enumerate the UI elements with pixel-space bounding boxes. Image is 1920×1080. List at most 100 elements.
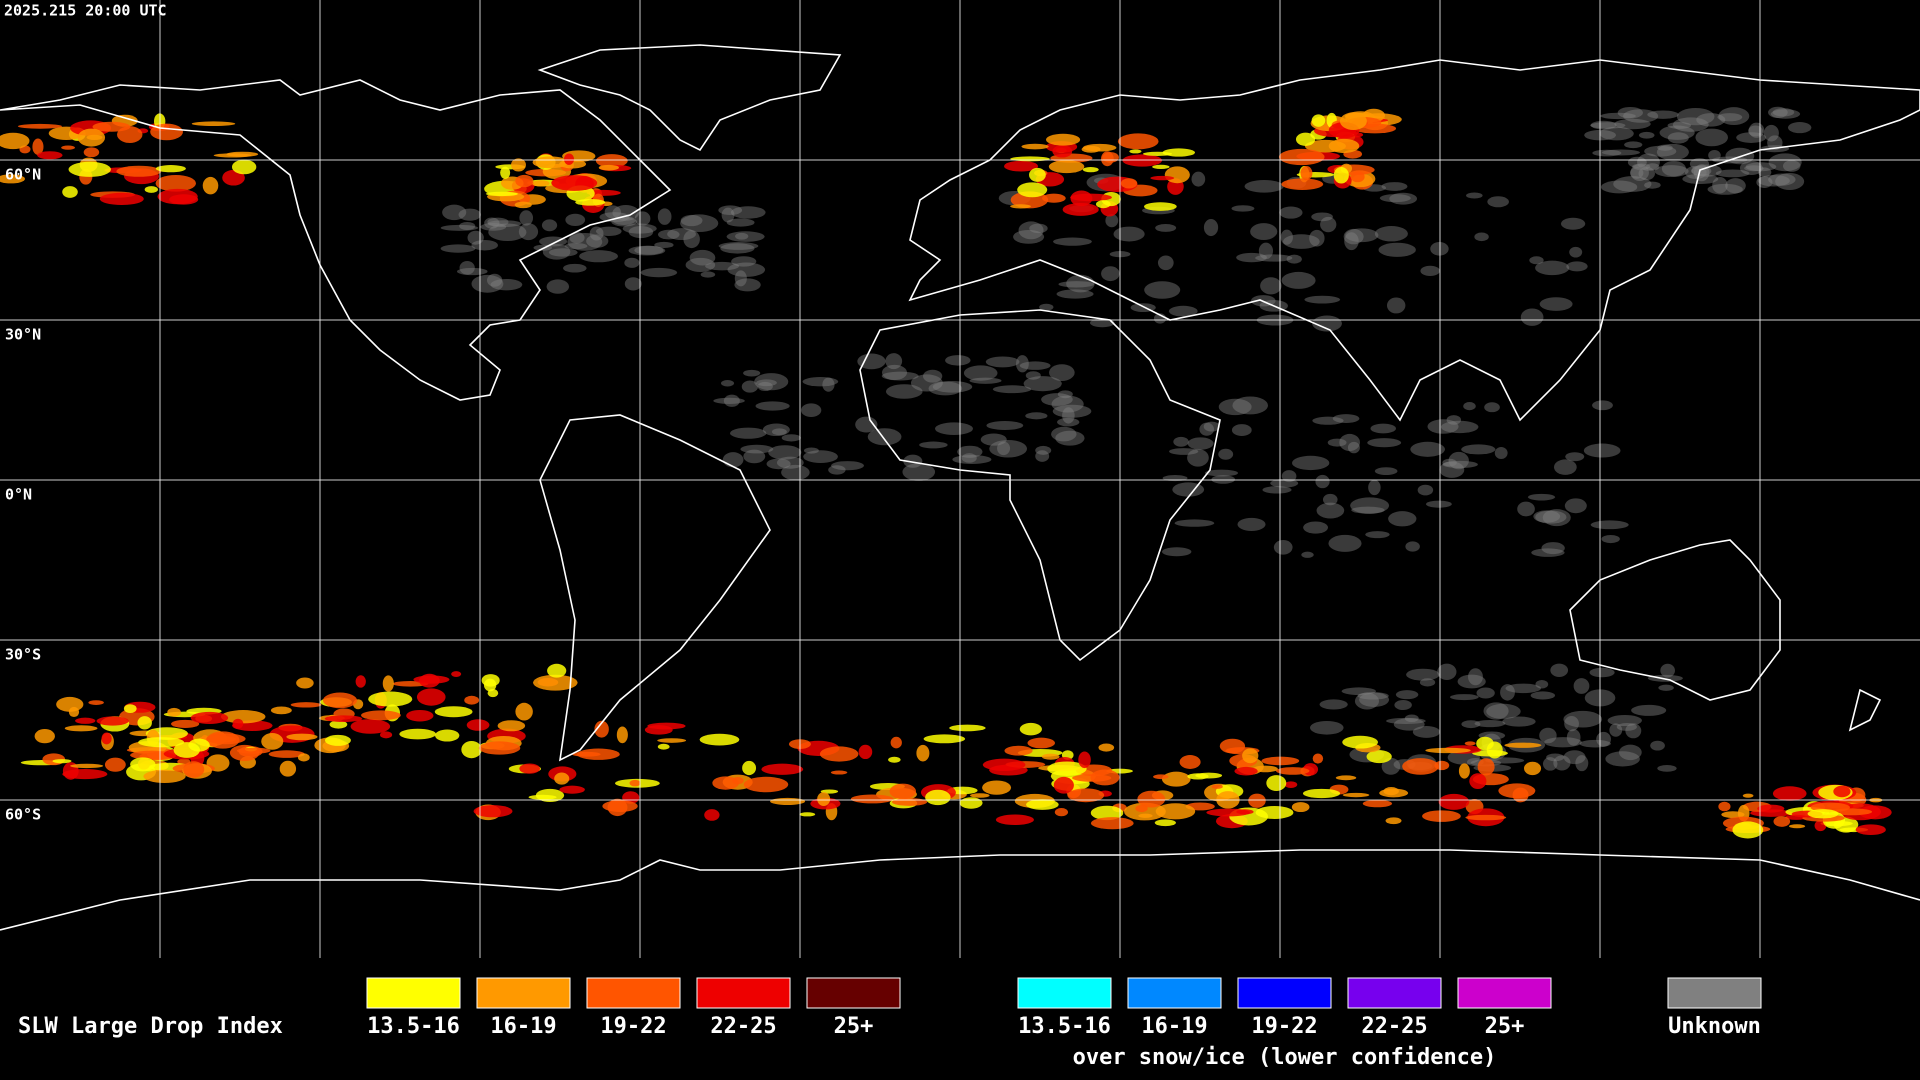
cloud-cell <box>1054 808 1069 817</box>
cloud-cell <box>1278 148 1325 166</box>
unknown-cloud <box>1203 421 1220 432</box>
unknown-cloud <box>440 244 476 253</box>
unknown-cloud <box>1244 179 1284 193</box>
unknown-cloud <box>857 353 886 370</box>
unknown-cloud <box>1381 182 1408 191</box>
unknown-cloud <box>1405 541 1420 552</box>
cloud-cell <box>743 776 789 793</box>
unknown-cloud <box>731 256 757 267</box>
unknown-cloud <box>1231 205 1255 212</box>
cloud-cell <box>1465 814 1507 821</box>
unknown-cloud <box>727 262 766 277</box>
unknown-cloud <box>657 229 680 240</box>
unknown-cloud <box>1463 402 1476 411</box>
unknown-cloud <box>992 385 1032 394</box>
cloud-cell <box>563 153 575 165</box>
unknown-cloud <box>1291 455 1330 471</box>
cloud-field <box>0 106 1892 839</box>
unknown-cloud <box>1650 740 1665 751</box>
unknown-cloud <box>1055 430 1085 446</box>
cloud-cell <box>130 757 156 772</box>
cloud-cell <box>515 702 533 721</box>
cloud-cell <box>1042 193 1066 203</box>
cloud-cell <box>586 189 621 196</box>
cloud-cell <box>1379 788 1409 798</box>
legend-label: 16-19 <box>490 1014 556 1039</box>
cloud-cell <box>329 720 348 729</box>
unknown-cloud <box>1404 714 1419 723</box>
unknown-cloud <box>1378 242 1416 257</box>
cloud-cell <box>83 147 100 158</box>
unknown-cloud <box>1623 109 1659 123</box>
unknown-cloud <box>1768 106 1788 119</box>
unknown-cloud <box>599 212 630 223</box>
unknown-cloud <box>1775 173 1805 191</box>
cloud-cell <box>995 814 1034 826</box>
cloud-cell <box>1046 133 1081 146</box>
unknown-cloud <box>1359 692 1390 707</box>
cloud-cell <box>483 678 497 692</box>
unknown-cloud <box>1531 548 1565 557</box>
cloud-cell <box>1143 202 1177 211</box>
unknown-cloud <box>903 454 923 468</box>
cloud-cell <box>296 677 314 689</box>
unknown-cloud <box>1644 181 1661 189</box>
cloud-cell <box>155 174 196 192</box>
cloud-cell <box>1312 753 1324 764</box>
cloud-cell <box>1219 738 1246 754</box>
unknown-cloud <box>1157 255 1174 271</box>
unknown-cloud <box>1203 218 1219 237</box>
cloud-cell <box>104 757 126 772</box>
unknown-cloud <box>1281 271 1316 289</box>
unknown-cloud <box>1168 305 1198 317</box>
cloud-cell <box>1164 166 1190 184</box>
unknown-cloud <box>1328 534 1362 552</box>
cloud-cell <box>1295 132 1316 146</box>
unknown-cloud <box>802 376 839 387</box>
unknown-cloud <box>1173 436 1189 447</box>
unknown-cloud <box>705 261 740 271</box>
unknown-cloud <box>1450 694 1479 701</box>
cloud-cell <box>1302 788 1341 799</box>
unknown-cloud <box>1332 414 1360 423</box>
unknown-cloud <box>1351 506 1385 514</box>
unknown-cloud <box>932 380 973 393</box>
cloud-cell <box>830 770 848 775</box>
unknown-cloud <box>828 465 846 475</box>
unknown-cloud <box>654 241 674 249</box>
unknown-cloud <box>1616 723 1637 731</box>
unknown-cloud <box>723 394 740 407</box>
cloud-cell <box>231 159 257 175</box>
cloud-cell <box>1255 805 1294 819</box>
cloud-cell <box>1070 190 1093 207</box>
unknown-cloud <box>1787 122 1812 134</box>
unknown-cloud <box>1113 226 1145 242</box>
cloud-cell <box>419 673 440 688</box>
unknown-cloud <box>1280 229 1293 245</box>
cloud-cell <box>1311 114 1326 127</box>
cloud-cell <box>761 763 804 775</box>
unknown-cloud <box>567 232 603 251</box>
cloud-cell <box>1026 799 1059 810</box>
cloud-cell <box>925 789 951 806</box>
cloud-cell <box>464 695 480 705</box>
unknown-cloud <box>1565 452 1585 462</box>
unknown-cloud <box>1767 135 1783 151</box>
cloud-cell <box>535 788 565 802</box>
unknown-cloud <box>1187 437 1214 450</box>
cloud-cell <box>1253 765 1278 773</box>
cloud-cell <box>451 671 462 677</box>
unknown-cloud <box>867 428 902 446</box>
unknown-cloud <box>624 257 640 268</box>
unknown-cloud <box>722 452 744 468</box>
unknown-cloud <box>755 401 790 411</box>
timestamp: 2025.215 20:00 UTC <box>4 2 167 20</box>
unknown-cloud <box>1236 252 1267 263</box>
unknown-cloud <box>1474 232 1489 242</box>
cloud-cell <box>850 794 894 804</box>
cloud-cell <box>1362 799 1393 808</box>
unknown-cloud <box>1394 700 1412 711</box>
unknown-cloud <box>1381 757 1401 775</box>
unknown-cloud <box>689 249 716 266</box>
unknown-cloud <box>1439 461 1465 478</box>
